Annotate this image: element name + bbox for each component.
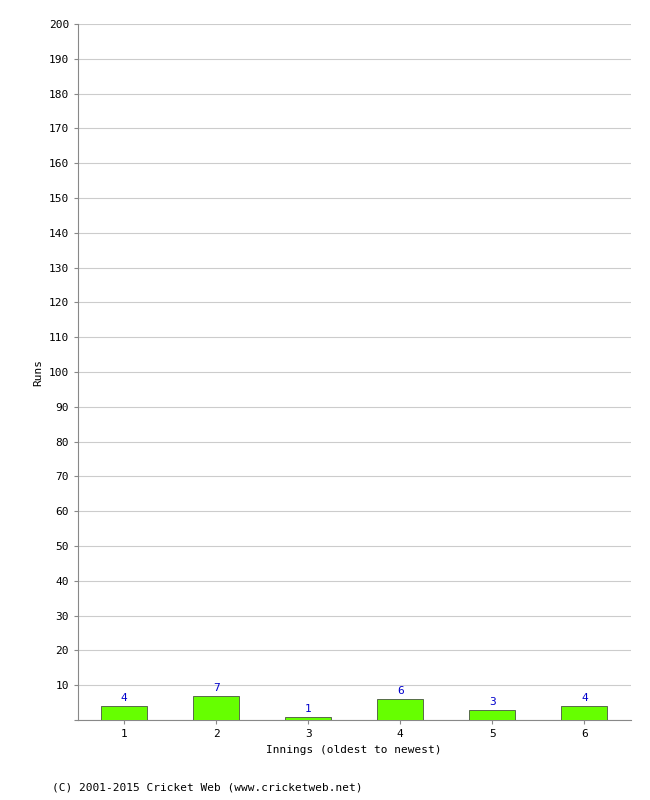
Text: 4: 4 (121, 694, 127, 703)
Bar (562, 706, 608, 720)
Text: 3: 3 (489, 697, 496, 706)
Text: 7: 7 (213, 683, 220, 693)
Bar (101, 706, 147, 720)
Y-axis label: Runs: Runs (33, 358, 43, 386)
Bar (285, 717, 332, 720)
Bar (469, 710, 515, 720)
Text: 6: 6 (397, 686, 404, 696)
Text: (C) 2001-2015 Cricket Web (www.cricketweb.net): (C) 2001-2015 Cricket Web (www.cricketwe… (52, 782, 363, 792)
Text: 1: 1 (305, 704, 311, 714)
Bar (377, 699, 423, 720)
Text: 4: 4 (581, 694, 588, 703)
X-axis label: Innings (oldest to newest): Innings (oldest to newest) (266, 745, 442, 754)
Bar (193, 696, 239, 720)
